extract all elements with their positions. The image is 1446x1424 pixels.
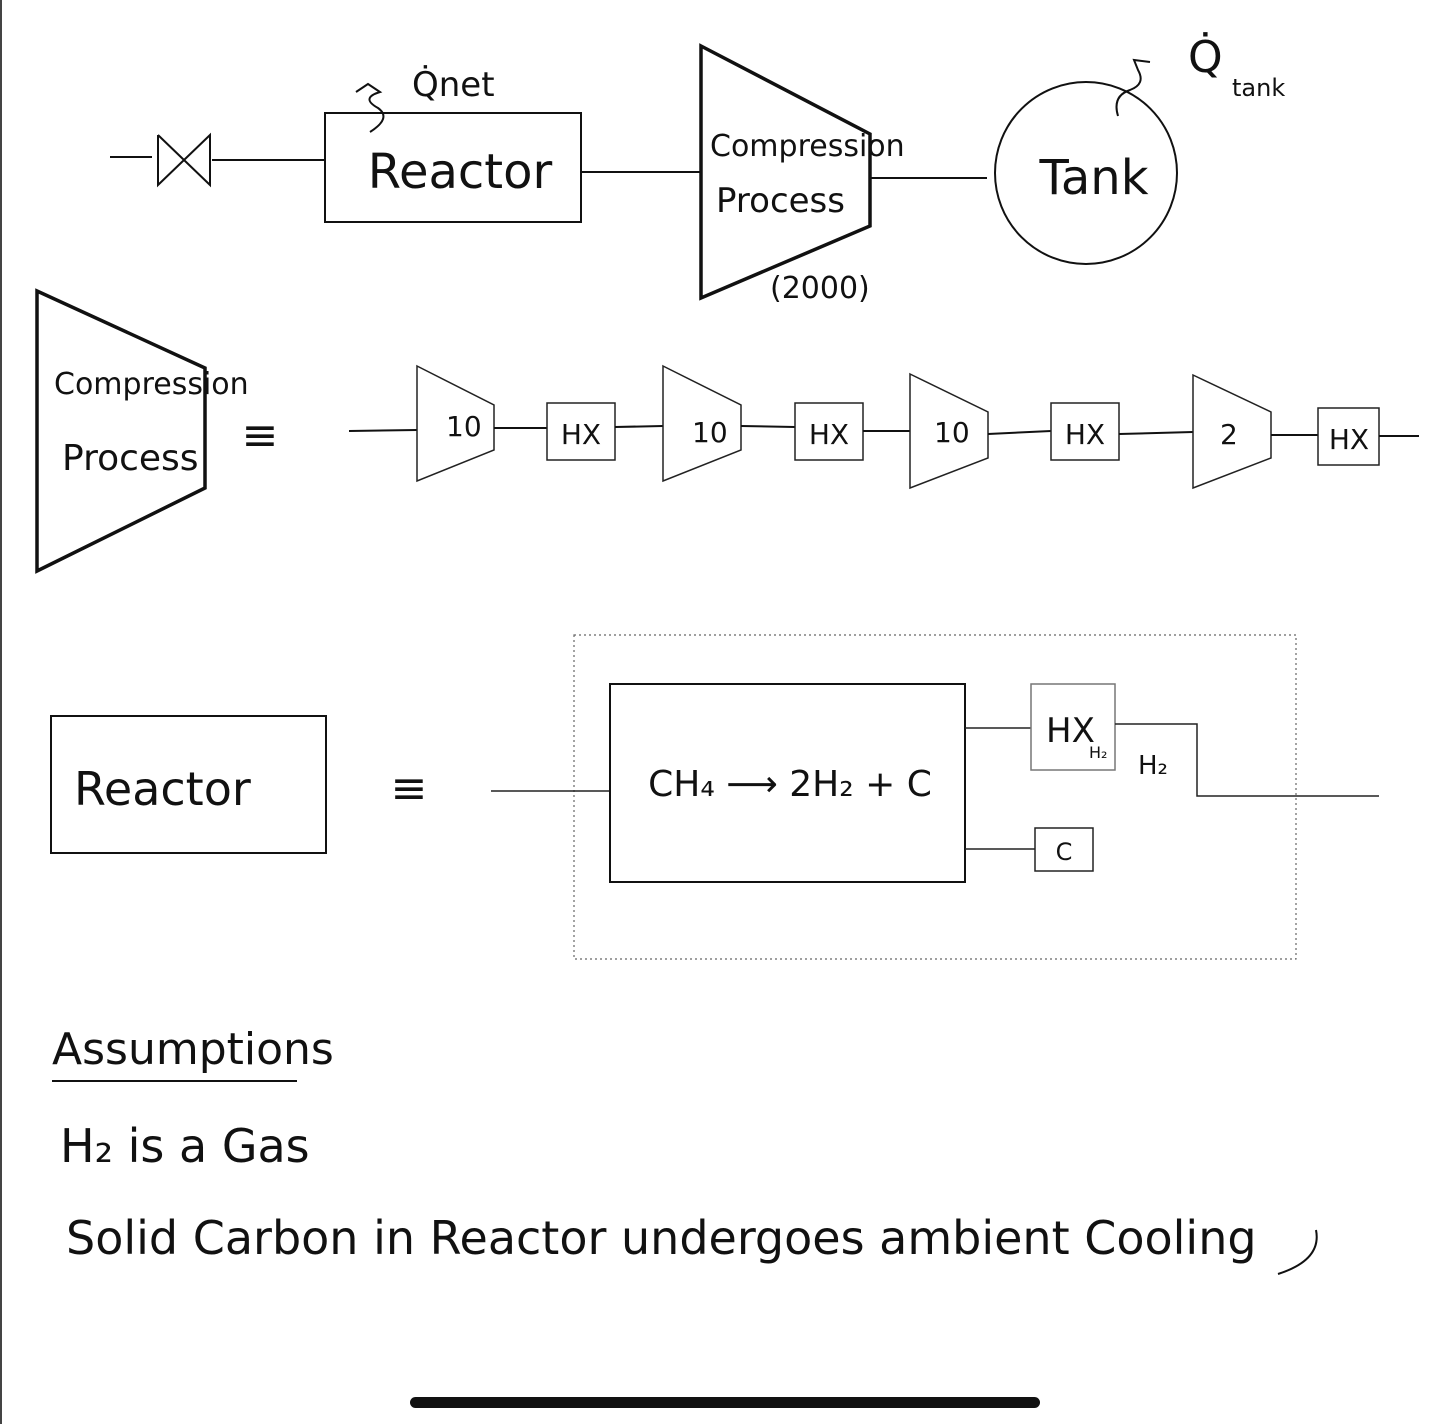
reactor-detail-block (50, 715, 327, 854)
compression-pressure: (2000) (770, 271, 870, 306)
compression-detail-label-line2: Process (62, 438, 199, 479)
reaction-equation: CH₄ ⟶ 2H₂ + C (648, 764, 932, 805)
h2-outlet-line (1115, 723, 1379, 797)
compression-detail: Compression Process ≡ 10 HX 10 HX 10 HX … (35, 288, 1419, 574)
stage-3-out-line (987, 430, 1052, 435)
reactor-detail-label: Reactor (74, 762, 251, 816)
compression-label-line1: Compression (710, 129, 905, 164)
assumption-item-2: Solid Carbon in Reactor undergoes ambien… (66, 1211, 1257, 1265)
compression-label-line2: Process (716, 181, 845, 221)
home-indicator[interactable] (410, 1397, 1040, 1408)
hx-2-label: HX (809, 418, 849, 451)
hx-h2-label: HX (1046, 711, 1095, 751)
tank-heat-subscript: tank (1232, 74, 1285, 102)
reactor-equiv-symbol: ≡ (391, 763, 428, 814)
tank-block (994, 81, 1178, 265)
page-edge (0, 0, 2, 1424)
compressor-stage-2 (662, 364, 742, 483)
compression-inlet-line (348, 429, 418, 432)
hx-h2 (1030, 683, 1116, 771)
tank-heat-squiggle-icon (1115, 58, 1151, 117)
valve-icon (157, 132, 211, 188)
compressor-stage-3 (909, 372, 989, 490)
stage-2-ratio: 10 (692, 416, 728, 449)
carbon-box (1034, 827, 1094, 872)
hx-3-label: HX (1065, 418, 1105, 451)
reaction-vessel (609, 683, 966, 883)
compressor-stage-4 (1192, 373, 1272, 490)
stage-4-ratio: 2 (1220, 418, 1238, 451)
hx-h2-subscript: H₂ (1089, 743, 1107, 762)
compressor-stage-1 (416, 364, 495, 483)
compression-detail-label-line1: Compression (54, 367, 249, 402)
stage-2-out-line (740, 425, 796, 428)
h2-stream-label: H₂ (1138, 751, 1168, 781)
hx-1-out-line (614, 425, 664, 428)
stage-1-ratio: 10 (446, 410, 482, 443)
reactor-heat-label: Q̇net (412, 65, 495, 105)
reactor-block (324, 112, 582, 223)
control-volume-boundary (573, 634, 1297, 960)
hx-1 (546, 402, 616, 461)
assumption-item-1: H₂ is a Gas (60, 1119, 310, 1173)
compression-equiv-symbol: ≡ (242, 410, 279, 461)
hx-1-label: HX (561, 418, 601, 451)
carbon-label: C (1056, 838, 1073, 866)
heat-squiggle-icon (355, 82, 385, 133)
compression-detail-block (35, 288, 207, 574)
tank-label: Tank (1038, 150, 1148, 206)
compression-block (699, 43, 872, 301)
hx-4-label: HX (1329, 423, 1369, 456)
reactor-detail: Reactor ≡ CH₄ ⟶ 2H₂ + C HX H₂ H₂ C (50, 634, 1379, 960)
hx-3-out-line (1118, 431, 1194, 435)
assumptions: Assumptions H₂ is a Gas Solid Carbon in … (52, 1024, 1318, 1275)
assumptions-heading: Assumptions (52, 1024, 334, 1075)
hx-3 (1050, 402, 1120, 461)
tank-heat-label: Q̇ (1188, 31, 1223, 83)
stage-3-ratio: 10 (934, 416, 970, 449)
cooling-flourish (1277, 1229, 1318, 1275)
top-flow: Reactor Q̇net Compression Process (2000)… (110, 31, 1285, 306)
reactor-label: Reactor (368, 144, 553, 200)
